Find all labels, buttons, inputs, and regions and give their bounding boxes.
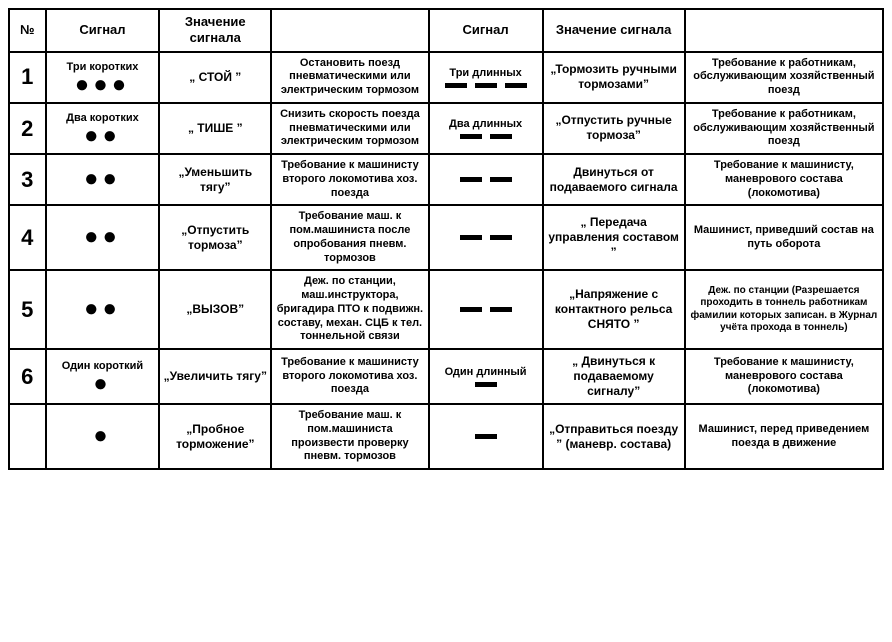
description-right: Требование к работникам, обслуживающим х… [685, 52, 883, 103]
signal-left: ●● [46, 270, 160, 349]
signal-left-dots: ● [49, 376, 157, 393]
signals-table: № Сигнал Значение сигнала Сигнал Значени… [8, 8, 884, 470]
description-left: Снизить скорость поезда пневматическими … [271, 103, 429, 154]
description-right: Требование к машинисту, маневрового сост… [685, 154, 883, 205]
row-number: 1 [9, 52, 46, 103]
header-meaning-left: Значение сигнала [159, 9, 271, 52]
signal-right-dashes [432, 177, 540, 182]
meaning-left: „Уменьшить тягу” [159, 154, 271, 205]
signal-right-dashes [432, 134, 540, 139]
signal-left-dots: ●● [49, 171, 157, 188]
table-row: 2Два коротких●●„ ТИШЕ ”Снизить скорость … [9, 103, 883, 154]
meaning-right: „Отпустить ручные тормоза” [543, 103, 685, 154]
description-left: Остановить поезд пневматическими или эле… [271, 52, 429, 103]
row-number: 5 [9, 270, 46, 349]
row-number [9, 404, 46, 469]
description-left: Требование к машинисту второго локомотив… [271, 154, 429, 205]
header-signal-right: Сигнал [429, 9, 543, 52]
signal-right: Три длинных [429, 52, 543, 103]
signal-left: Два коротких●● [46, 103, 160, 154]
signal-left: Один короткий● [46, 349, 160, 404]
signal-right [429, 404, 543, 469]
description-left: Требование к машинисту второго локомотив… [271, 349, 429, 404]
table-row: 3●●„Уменьшить тягу”Требование к машинист… [9, 154, 883, 205]
meaning-left: „Отпустить тормоза” [159, 205, 271, 270]
signal-right-label: Один длинный [432, 366, 540, 380]
header-meaning-right: Значение сигнала [543, 9, 685, 52]
row-number: 3 [9, 154, 46, 205]
header-desc-left [271, 9, 429, 52]
meaning-right: „ Передача управления составом ” [543, 205, 685, 270]
meaning-right: „Тормозить ручными тормозами” [543, 52, 685, 103]
meaning-right: „ Двинуться к подаваемому сигналу” [543, 349, 685, 404]
signal-right: Один длинный [429, 349, 543, 404]
signal-right [429, 205, 543, 270]
signal-left-dots: ●● [49, 128, 157, 145]
table-row: ●„Пробное торможение”Требование маш. к п… [9, 404, 883, 469]
signal-right-dashes [432, 83, 540, 88]
signal-right-label: Три длинных [432, 67, 540, 81]
row-number: 2 [9, 103, 46, 154]
signal-right [429, 270, 543, 349]
row-number: 4 [9, 205, 46, 270]
signal-left: ●● [46, 154, 160, 205]
meaning-left: „ ТИШЕ ” [159, 103, 271, 154]
signal-right-dashes [432, 307, 540, 312]
description-left: Требование маш. к пом.машиниста произвес… [271, 404, 429, 469]
meaning-left: „ СТОЙ ” [159, 52, 271, 103]
table-row: 6Один короткий●„Увеличить тягу”Требовани… [9, 349, 883, 404]
meaning-right: Двинуться от подаваемого сигнала [543, 154, 685, 205]
header-num: № [9, 9, 46, 52]
signal-left: Три коротких●●● [46, 52, 160, 103]
description-right: Деж. по станции (Разрешается проходить в… [685, 270, 883, 349]
meaning-left: „Увеличить тягу” [159, 349, 271, 404]
description-right: Машинист, перед приведением поезда в дви… [685, 404, 883, 469]
signal-right-dashes [432, 434, 540, 439]
description-right: Требование к работникам, обслуживающим х… [685, 103, 883, 154]
meaning-right: „Напряжение с контактного рельса СНЯТО ” [543, 270, 685, 349]
description-right: Требование к машинисту, маневрового сост… [685, 349, 883, 404]
signal-right: Два длинных [429, 103, 543, 154]
signal-left: ●● [46, 205, 160, 270]
table-row: 5●●„ВЫЗОВ”Деж. по станции, маш.инструкто… [9, 270, 883, 349]
signal-right-label: Два длинных [432, 118, 540, 132]
meaning-left: „Пробное торможение” [159, 404, 271, 469]
table-row: 4●●„Отпустить тормоза”Требование маш. к … [9, 205, 883, 270]
signal-left-dots: ●●● [49, 77, 157, 94]
row-number: 6 [9, 349, 46, 404]
signal-left: ● [46, 404, 160, 469]
table-row: 1Три коротких●●●„ СТОЙ ”Остановить поезд… [9, 52, 883, 103]
header-desc-right [685, 9, 883, 52]
description-right: Машинист, приведший состав на путь оборо… [685, 205, 883, 270]
signal-left-dots: ●● [49, 229, 157, 246]
description-left: Деж. по станции, маш.инструктора, бригад… [271, 270, 429, 349]
signal-right-dashes [432, 382, 540, 387]
meaning-right: „Отправиться поезду ” (маневр. состава) [543, 404, 685, 469]
signal-right [429, 154, 543, 205]
signal-left-dots: ● [49, 428, 157, 445]
signal-right-dashes [432, 235, 540, 240]
signal-left-dots: ●● [49, 301, 157, 318]
description-left: Требование маш. к пом.машиниста после оп… [271, 205, 429, 270]
meaning-left: „ВЫЗОВ” [159, 270, 271, 349]
header-row: № Сигнал Значение сигнала Сигнал Значени… [9, 9, 883, 52]
header-signal-left: Сигнал [46, 9, 160, 52]
